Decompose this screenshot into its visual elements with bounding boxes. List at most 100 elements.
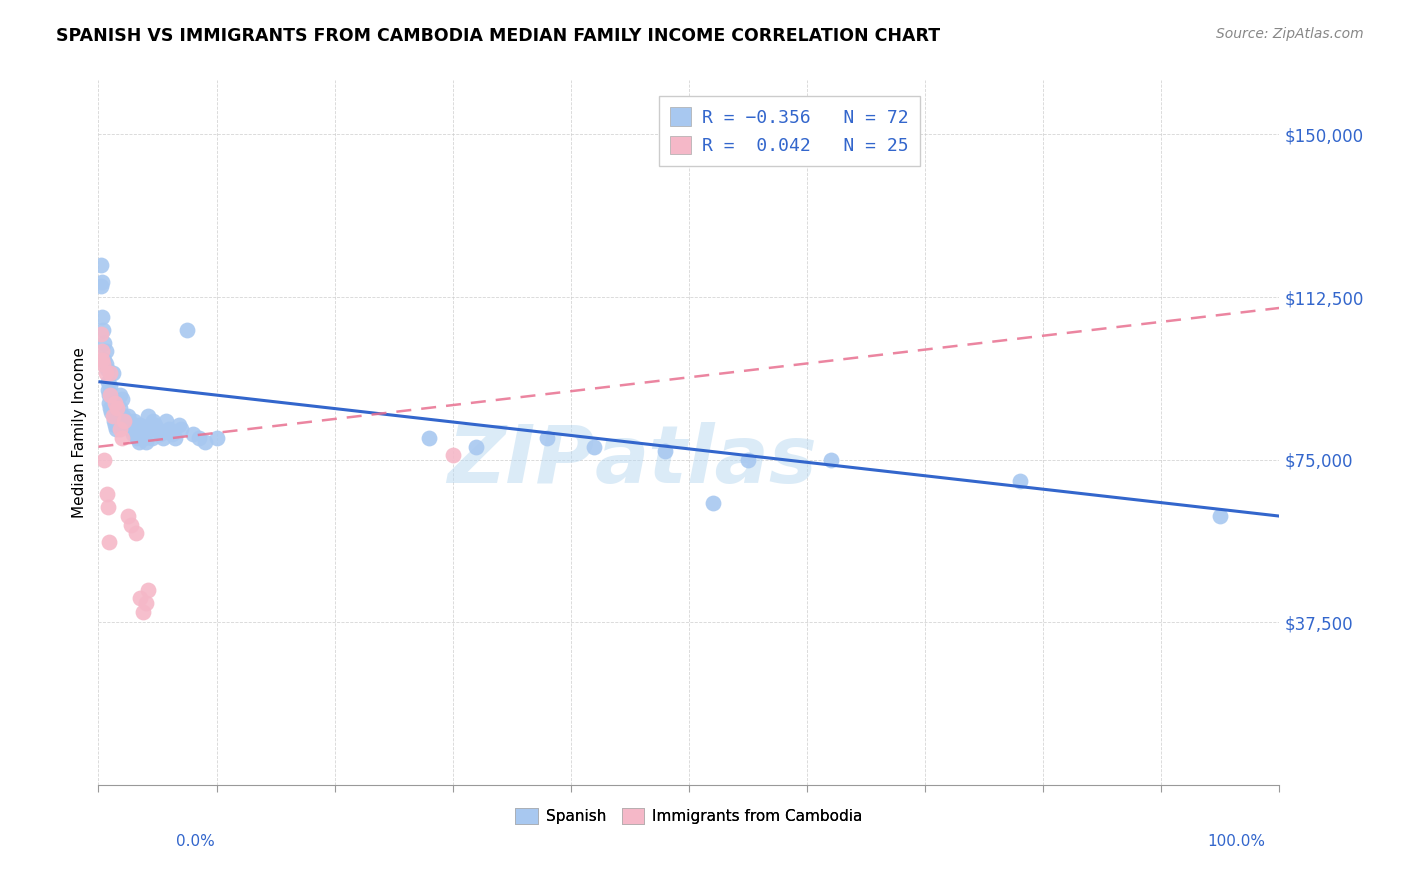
Point [121, 422, 143, 436]
Point [418, 431, 440, 445]
Point [101, 409, 124, 424]
Point [135, 596, 157, 610]
Point [117, 409, 139, 424]
Point [141, 431, 163, 445]
Point [117, 509, 139, 524]
Point [98, 379, 121, 393]
Point [98, 387, 121, 401]
Point [536, 431, 558, 445]
Point [654, 444, 676, 458]
Point [98, 401, 121, 415]
Point [820, 452, 842, 467]
Point [194, 435, 217, 450]
Point [146, 422, 169, 436]
Point [135, 435, 157, 450]
Point [108, 387, 131, 401]
Point [97, 384, 120, 398]
Point [142, 414, 165, 428]
Point [91, 310, 114, 324]
Legend: Spanish, Immigrants from Cambodia: Spanish, Immigrants from Cambodia [509, 802, 869, 830]
Point [136, 409, 159, 424]
Point [91, 344, 114, 359]
Point [136, 582, 159, 597]
Point [165, 431, 187, 445]
Point [181, 426, 204, 441]
Point [90, 258, 112, 272]
Text: SPANISH VS IMMIGRANTS FROM CAMBODIA MEDIAN FAMILY INCOME CORRELATION CHART: SPANISH VS IMMIGRANTS FROM CAMBODIA MEDI… [56, 27, 941, 45]
Point [167, 417, 190, 432]
Point [737, 452, 759, 467]
Text: ZIP: ZIP [447, 422, 595, 500]
Point [112, 414, 135, 428]
Point [94, 366, 117, 380]
Point [91, 323, 114, 337]
Point [108, 401, 131, 415]
Point [105, 422, 128, 436]
Point [160, 426, 183, 441]
Point [143, 417, 166, 432]
Point [91, 275, 114, 289]
Point [91, 353, 114, 368]
Point [128, 435, 150, 450]
Text: 0.0%: 0.0% [176, 834, 215, 849]
Point [112, 409, 135, 424]
Point [187, 431, 209, 445]
Point [125, 526, 148, 541]
Point [98, 535, 121, 549]
Point [583, 440, 606, 454]
Point [129, 422, 152, 436]
Point [176, 323, 198, 337]
Point [97, 500, 120, 515]
Point [132, 605, 155, 619]
Point [125, 422, 148, 436]
Point [111, 431, 134, 445]
Point [94, 357, 117, 371]
Point [93, 335, 115, 350]
Point [121, 426, 143, 441]
Point [128, 417, 150, 432]
Point [1209, 509, 1232, 524]
Point [93, 452, 115, 467]
Text: Source: ZipAtlas.com: Source: ZipAtlas.com [1216, 27, 1364, 41]
Point [122, 414, 145, 428]
Point [134, 431, 156, 445]
Point [104, 396, 127, 410]
Point [96, 487, 118, 501]
Text: 100.0%: 100.0% [1208, 834, 1265, 849]
Point [205, 431, 228, 445]
Point [132, 426, 155, 441]
Point [155, 414, 177, 428]
Point [90, 279, 112, 293]
Point [121, 517, 143, 532]
Point [105, 401, 128, 415]
Point [441, 449, 464, 463]
Point [93, 353, 115, 368]
Point [91, 357, 114, 371]
Point [96, 361, 118, 376]
Point [98, 387, 121, 401]
Point [157, 422, 180, 436]
Point [98, 366, 121, 380]
Point [97, 375, 120, 389]
Point [1008, 475, 1031, 489]
Point [152, 431, 174, 445]
Point [128, 591, 150, 606]
Point [124, 417, 146, 432]
Point [170, 422, 193, 436]
Point [101, 366, 124, 380]
Point [702, 496, 724, 510]
Point [103, 414, 125, 428]
Point [90, 326, 112, 341]
Point [105, 396, 128, 410]
Point [118, 414, 141, 428]
Point [120, 417, 142, 432]
Text: atlas: atlas [595, 422, 817, 500]
Point [149, 426, 172, 441]
Point [104, 417, 127, 432]
Point [111, 392, 134, 406]
Point [112, 414, 135, 428]
Point [100, 405, 122, 419]
Point [127, 431, 149, 445]
Y-axis label: Median Family Income: Median Family Income [72, 347, 87, 518]
Point [139, 422, 162, 436]
